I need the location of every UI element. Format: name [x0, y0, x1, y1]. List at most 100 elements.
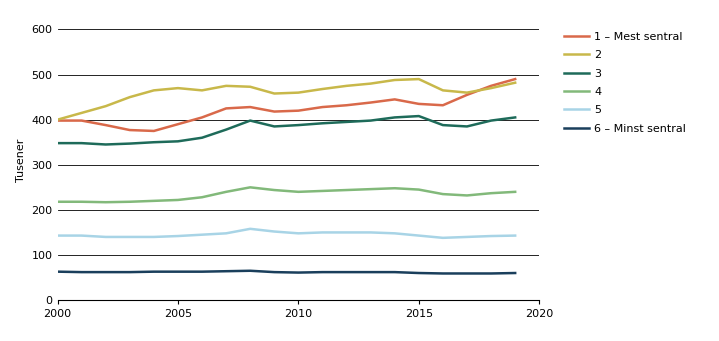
2 — [367, 81, 375, 86]
4 — [150, 199, 158, 203]
5 — [222, 231, 231, 235]
6 – Minst sentral — [414, 271, 423, 275]
2 — [342, 84, 351, 88]
1 – Mest sentral — [342, 103, 351, 107]
5 — [78, 234, 86, 238]
6 – Minst sentral — [439, 271, 447, 276]
6 – Minst sentral — [246, 269, 255, 273]
5 — [439, 236, 447, 240]
1 – Mest sentral — [294, 109, 303, 113]
5 — [294, 231, 303, 235]
1 – Mest sentral — [270, 109, 278, 114]
2 — [246, 85, 255, 89]
1 – Mest sentral — [318, 105, 326, 109]
Line: 5: 5 — [58, 229, 515, 238]
Line: 2: 2 — [58, 79, 515, 120]
2 — [125, 95, 134, 99]
4 — [462, 193, 471, 197]
6 – Minst sentral — [318, 270, 326, 274]
4 — [222, 190, 231, 194]
5 — [173, 234, 182, 238]
2 — [78, 111, 86, 115]
4 — [439, 192, 447, 196]
3 — [101, 143, 110, 147]
4 — [101, 200, 110, 204]
6 – Minst sentral — [342, 270, 351, 274]
3 — [173, 139, 182, 143]
1 – Mest sentral — [462, 93, 471, 97]
Line: 4: 4 — [58, 187, 515, 202]
2 — [462, 91, 471, 95]
6 – Minst sentral — [53, 270, 62, 274]
4 — [53, 200, 62, 204]
5 — [101, 235, 110, 239]
3 — [487, 119, 495, 123]
4 — [294, 190, 303, 194]
1 – Mest sentral — [125, 128, 134, 132]
4 — [270, 188, 278, 192]
2 — [487, 86, 495, 90]
6 – Minst sentral — [462, 271, 471, 276]
3 — [78, 141, 86, 145]
5 — [198, 233, 206, 237]
3 — [198, 136, 206, 140]
2 — [270, 91, 278, 95]
6 – Minst sentral — [487, 271, 495, 276]
1 – Mest sentral — [53, 119, 62, 123]
4 — [487, 191, 495, 195]
Y-axis label: Tusener: Tusener — [16, 138, 26, 182]
5 — [318, 231, 326, 235]
2 — [318, 87, 326, 91]
2 — [150, 88, 158, 92]
5 — [367, 231, 375, 235]
2 — [173, 86, 182, 90]
6 – Minst sentral — [222, 269, 231, 273]
6 – Minst sentral — [173, 270, 182, 274]
6 – Minst sentral — [101, 270, 110, 274]
6 – Minst sentral — [390, 270, 399, 274]
2 — [294, 91, 303, 95]
5 — [390, 231, 399, 235]
Line: 3: 3 — [58, 116, 515, 145]
1 – Mest sentral — [367, 101, 375, 105]
1 – Mest sentral — [222, 106, 231, 110]
3 — [510, 115, 519, 119]
4 — [173, 198, 182, 202]
5 — [53, 234, 62, 238]
6 – Minst sentral — [78, 270, 86, 274]
6 – Minst sentral — [510, 271, 519, 275]
4 — [414, 188, 423, 192]
3 — [462, 124, 471, 129]
5 — [125, 235, 134, 239]
4 — [367, 187, 375, 191]
2 — [222, 84, 231, 88]
4 — [390, 186, 399, 190]
1 – Mest sentral — [390, 97, 399, 101]
4 — [125, 200, 134, 204]
1 – Mest sentral — [246, 105, 255, 109]
Line: 6 – Minst sentral: 6 – Minst sentral — [58, 271, 515, 273]
4 — [78, 200, 86, 204]
5 — [342, 231, 351, 235]
1 – Mest sentral — [439, 103, 447, 107]
Legend: 1 – Mest sentral, 2, 3, 4, 5, 6 – Minst sentral: 1 – Mest sentral, 2, 3, 4, 5, 6 – Minst … — [564, 32, 686, 134]
6 – Minst sentral — [270, 270, 278, 274]
4 — [246, 185, 255, 189]
6 – Minst sentral — [198, 270, 206, 274]
1 – Mest sentral — [487, 84, 495, 88]
2 — [101, 104, 110, 108]
5 — [270, 229, 278, 234]
5 — [414, 234, 423, 238]
3 — [125, 142, 134, 146]
4 — [510, 190, 519, 194]
3 — [222, 128, 231, 132]
4 — [198, 195, 206, 199]
1 – Mest sentral — [198, 115, 206, 119]
5 — [150, 235, 158, 239]
6 – Minst sentral — [125, 270, 134, 274]
4 — [318, 189, 326, 193]
1 – Mest sentral — [101, 123, 110, 127]
3 — [53, 141, 62, 145]
3 — [390, 115, 399, 119]
5 — [487, 234, 495, 238]
